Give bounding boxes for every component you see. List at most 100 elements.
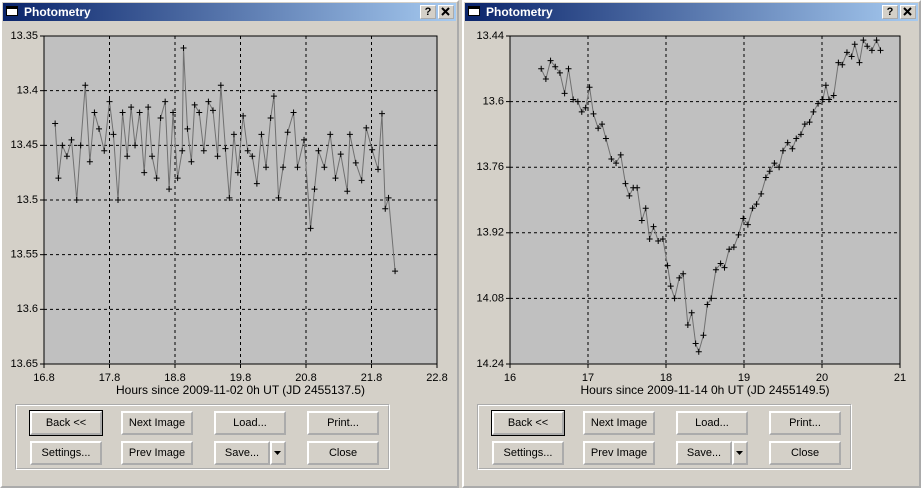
data-point [680,270,687,277]
data-point [797,131,804,138]
data-point [294,164,301,171]
data-point [337,151,344,158]
data-point [776,164,783,171]
data-point [692,340,699,347]
y-tick-label: 14.08 [476,292,504,304]
data-point [664,262,671,269]
x-tick-label: 20 [816,372,828,384]
plot-area [509,35,901,365]
data-point [153,175,160,182]
data-point [608,156,615,162]
data-point [617,151,624,158]
data-point [301,136,308,143]
data-point [877,47,884,54]
dropdown-button[interactable] [270,441,286,465]
data-point [258,131,265,138]
data-point [270,93,277,100]
button[interactable]: Print... [769,411,841,435]
button[interactable]: Save... [214,441,270,465]
data-point [749,205,756,212]
button[interactable]: Settings... [30,441,102,465]
data-point [369,146,376,153]
close-button[interactable] [900,5,916,19]
data-point [780,147,786,154]
window-title: Photometry [486,5,553,19]
button[interactable]: Load... [214,411,286,435]
data-point [753,201,760,208]
data-point [327,131,334,138]
button[interactable]: Back << [29,410,103,436]
button[interactable]: Load... [676,411,748,435]
data-point [578,108,585,115]
button[interactable]: Close [769,441,841,465]
data-point [157,115,164,121]
data-point [344,188,351,195]
y-tick-label: 13.35 [10,30,38,42]
x-axis-label: Hours since 2009-11-14 0h UT (JD 2455149… [580,383,829,397]
data-point [253,180,260,187]
chart: 13.35 13.4 13.45 13.5 13.55 13.6 13.65 16.8 17.8… [10,30,447,397]
data-point [392,268,399,275]
help-button[interactable]: ? [882,5,898,19]
dropdown-arrow [274,451,281,455]
data-point [244,147,251,154]
y-tick-label: 13.65 [10,358,38,370]
data-point [700,332,707,339]
data-point [110,131,117,138]
x-tick-label: 18 [660,372,672,384]
dropdown-button[interactable] [732,441,748,465]
button[interactable]: Settings... [492,441,564,465]
button[interactable]: Prev Image [583,441,655,465]
button[interactable]: Next Image [121,411,193,435]
data-point [101,147,108,154]
data-point [810,108,817,115]
data-point [547,57,554,64]
data-point [586,84,593,91]
data-point [73,197,80,203]
y-tick-label: 13.45 [10,139,38,151]
x-tick-label: 19 [738,372,750,384]
button[interactable]: Close [307,441,379,465]
dropdown-arrow [736,451,743,455]
y-tick-label: 13.6 [17,303,38,315]
data-point [315,147,322,154]
data-point [263,164,270,171]
data-point [124,153,131,160]
data-point [717,260,724,267]
y-tick-label: 14.24 [476,358,504,370]
x-tick-label: 22.8 [426,372,447,384]
button[interactable]: Save... [676,441,732,465]
data-point [848,53,855,60]
help-button[interactable]: ? [420,5,436,19]
button[interactable]: Next Image [583,411,655,435]
button[interactable]: Print... [307,411,379,435]
data-point [582,104,589,111]
data-point [267,115,274,121]
data-point [179,147,186,154]
data-point [655,238,662,244]
button[interactable]: Back << [491,410,565,436]
data-point [602,135,609,142]
data-point [574,98,581,105]
data-point [363,124,370,131]
button[interactable]: Prev Image [121,441,193,465]
close-button[interactable] [438,5,454,19]
data-point [538,65,545,72]
data-point [695,348,702,355]
data-point [375,166,382,173]
data-point [766,168,773,175]
x-tick-label: 19.8 [230,372,251,384]
data-point [815,100,822,107]
data-point [744,221,751,228]
data-point [740,215,747,222]
data-point [758,190,765,197]
data-point [188,158,195,165]
data-point [595,125,602,132]
data-point [556,69,563,76]
data-point [830,92,837,99]
data-point [378,110,385,117]
button-group [15,404,390,470]
plot-frame [509,35,901,365]
close-icon [441,7,450,16]
y-tick-label: 13.55 [10,249,38,261]
